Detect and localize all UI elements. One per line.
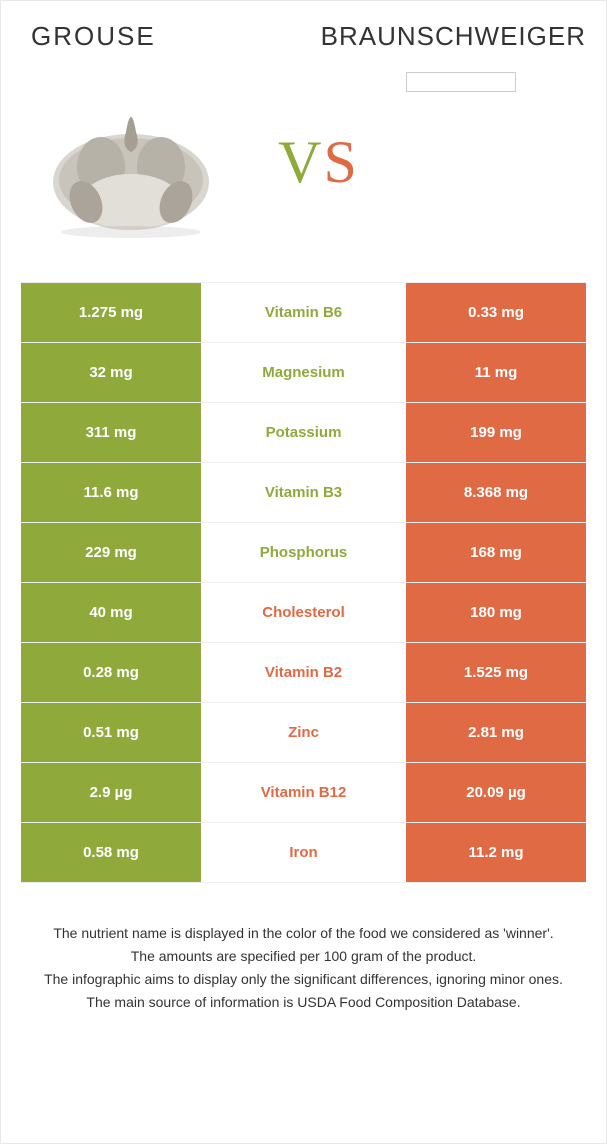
table-row: 1.275 mgVitamin B60.33 mg <box>21 283 586 343</box>
table-row: 40 mgCholesterol180 mg <box>21 583 586 643</box>
value-right: 0.33 mg <box>406 283 586 342</box>
infographic-container: GROUSE BRAUNSCHWEIGER VS 1.275 mgVitamin… <box>1 1 606 1013</box>
nutrient-label: Vitamin B12 <box>201 763 406 822</box>
table-row: 11.6 mgVitamin B38.368 mg <box>21 463 586 523</box>
table-row: 0.28 mgVitamin B21.525 mg <box>21 643 586 703</box>
value-right: 8.368 mg <box>406 463 586 522</box>
value-right: 20.09 µg <box>406 763 586 822</box>
table-row: 311 mgPotassium199 mg <box>21 403 586 463</box>
nutrient-label: Zinc <box>201 703 406 762</box>
value-right: 2.81 mg <box>406 703 586 762</box>
value-right: 180 mg <box>406 583 586 642</box>
value-left: 11.6 mg <box>21 463 201 522</box>
table-row: 0.58 mgIron11.2 mg <box>21 823 586 883</box>
grouse-image <box>31 72 231 252</box>
value-left: 229 mg <box>21 523 201 582</box>
header-left: GROUSE <box>31 21 156 52</box>
header-right: BRAUNSCHWEIGER <box>321 21 586 52</box>
value-left: 32 mg <box>21 343 201 402</box>
value-left: 0.28 mg <box>21 643 201 702</box>
footer-line: The amounts are specified per 100 gram o… <box>21 946 586 967</box>
vs-v: V <box>278 129 323 195</box>
nutrient-label: Vitamin B3 <box>201 463 406 522</box>
value-right: 199 mg <box>406 403 586 462</box>
value-right: 11.2 mg <box>406 823 586 882</box>
value-left: 0.51 mg <box>21 703 201 762</box>
nutrient-label: Magnesium <box>201 343 406 402</box>
value-left: 0.58 mg <box>21 823 201 882</box>
table-row: 32 mgMagnesium11 mg <box>21 343 586 403</box>
footer-line: The infographic aims to display only the… <box>21 969 586 990</box>
nutrient-label: Iron <box>201 823 406 882</box>
nutrient-label: Vitamin B6 <box>201 283 406 342</box>
table-row: 229 mgPhosphorus168 mg <box>21 523 586 583</box>
nutrient-label: Cholesterol <box>201 583 406 642</box>
header-row: GROUSE BRAUNSCHWEIGER <box>1 1 606 62</box>
hero-section: VS <box>1 62 606 272</box>
table-row: 2.9 µgVitamin B1220.09 µg <box>21 763 586 823</box>
footer-line: The main source of information is USDA F… <box>21 992 586 1013</box>
value-right: 1.525 mg <box>406 643 586 702</box>
nutrient-table: 1.275 mgVitamin B60.33 mg32 mgMagnesium1… <box>21 282 586 883</box>
vs-s: S <box>323 129 358 195</box>
value-left: 40 mg <box>21 583 201 642</box>
nutrient-label: Potassium <box>201 403 406 462</box>
value-left: 2.9 µg <box>21 763 201 822</box>
vs-label: VS <box>278 128 359 197</box>
value-left: 311 mg <box>21 403 201 462</box>
table-row: 0.51 mgZinc2.81 mg <box>21 703 586 763</box>
value-right: 11 mg <box>406 343 586 402</box>
footer-notes: The nutrient name is displayed in the co… <box>1 903 606 1013</box>
braunschweiger-image-placeholder <box>406 72 516 92</box>
value-right: 168 mg <box>406 523 586 582</box>
value-left: 1.275 mg <box>21 283 201 342</box>
nutrient-label: Vitamin B2 <box>201 643 406 702</box>
footer-line: The nutrient name is displayed in the co… <box>21 923 586 944</box>
grouse-icon <box>31 72 231 252</box>
nutrient-label: Phosphorus <box>201 523 406 582</box>
